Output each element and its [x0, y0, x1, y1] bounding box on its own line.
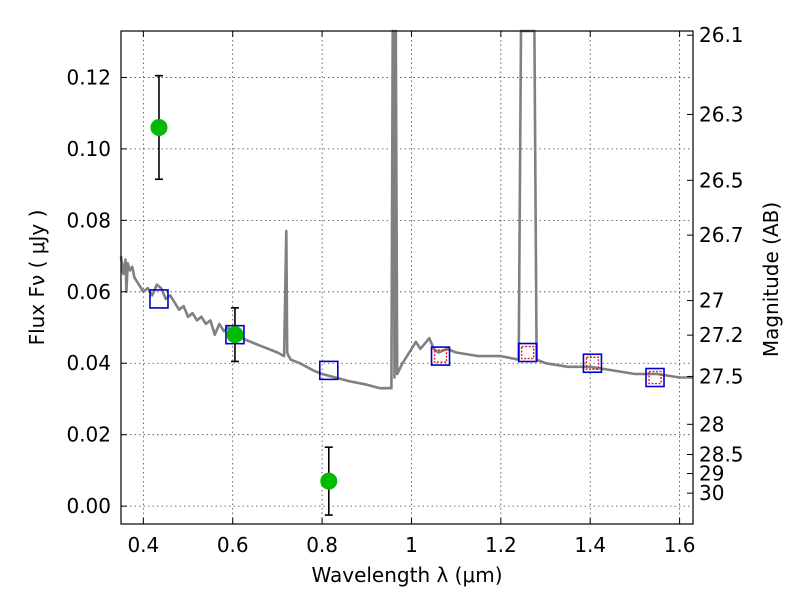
x-tick-label: 1.4 [574, 533, 606, 557]
x-tick-label: 1.2 [485, 533, 517, 557]
model-spectrum-layer [119, 29, 693, 390]
y2-tick-label: 29 [699, 462, 724, 486]
x-tick-label: 0.4 [127, 533, 159, 557]
y2-tick-label: 28.5 [699, 442, 744, 466]
model-photometry-square [517, 342, 538, 363]
observed-flux-point [150, 118, 168, 136]
axis-ticks: 0.4 0.6 0.8 1 1.2 1.4 1.6 0.00 0.02 0.04 0.06 0.08 0… [66, 23, 743, 557]
plot-frame [120, 30, 694, 525]
model-photometry-square [318, 360, 339, 381]
y2-tick-label: 27.5 [699, 364, 744, 388]
x-axis-title: Wavelength λ (μm) [311, 563, 502, 587]
observed-limit-square [520, 345, 535, 360]
observed-limit-square [648, 370, 662, 385]
y-tick-label: 0.02 [66, 423, 111, 447]
y2-tick-label: 26.3 [699, 102, 744, 126]
x-tick-label: 1 [405, 533, 418, 557]
x-tick-label: 0.8 [306, 533, 338, 557]
right-axis-title: Magnitude (AB) [759, 202, 783, 357]
grid-lines [121, 31, 693, 524]
y2-tick-label: 27.2 [699, 323, 744, 347]
model-photometry-square [582, 353, 603, 374]
y-tick-label: 0.04 [66, 351, 111, 375]
model-photometry-square [430, 346, 451, 366]
y-axis-title: Flux Fν ( μJy ) [25, 210, 49, 346]
y-tick-label: 0.06 [66, 280, 111, 304]
observed-flux-point [320, 472, 338, 490]
model-photometry-square [645, 367, 665, 388]
y2-tick-label: 27 [699, 289, 724, 313]
x-tick-label: 0.6 [217, 533, 249, 557]
y-tick-label: 0.00 [66, 494, 111, 518]
y-tick-label: 0.10 [66, 137, 111, 161]
y2-tick-label: 28 [699, 412, 724, 436]
model-photometry-square [149, 289, 169, 309]
observed-limit-square [585, 356, 600, 370]
observed-limit-square [433, 349, 448, 363]
y-tick-label: 0.12 [66, 65, 111, 89]
y2-tick-label: 26.7 [699, 223, 744, 247]
y2-tick-label: 26.1 [699, 23, 744, 47]
y2-tick-label: 30 [699, 481, 724, 505]
x-tick-label: 1.6 [664, 533, 696, 557]
model-spectrum-line [119, 29, 693, 390]
photometry-markers-layer [149, 74, 665, 516]
y-tick-label: 0.08 [66, 208, 111, 232]
observed-flux-point [226, 326, 244, 344]
y2-tick-label: 26.5 [699, 168, 744, 192]
